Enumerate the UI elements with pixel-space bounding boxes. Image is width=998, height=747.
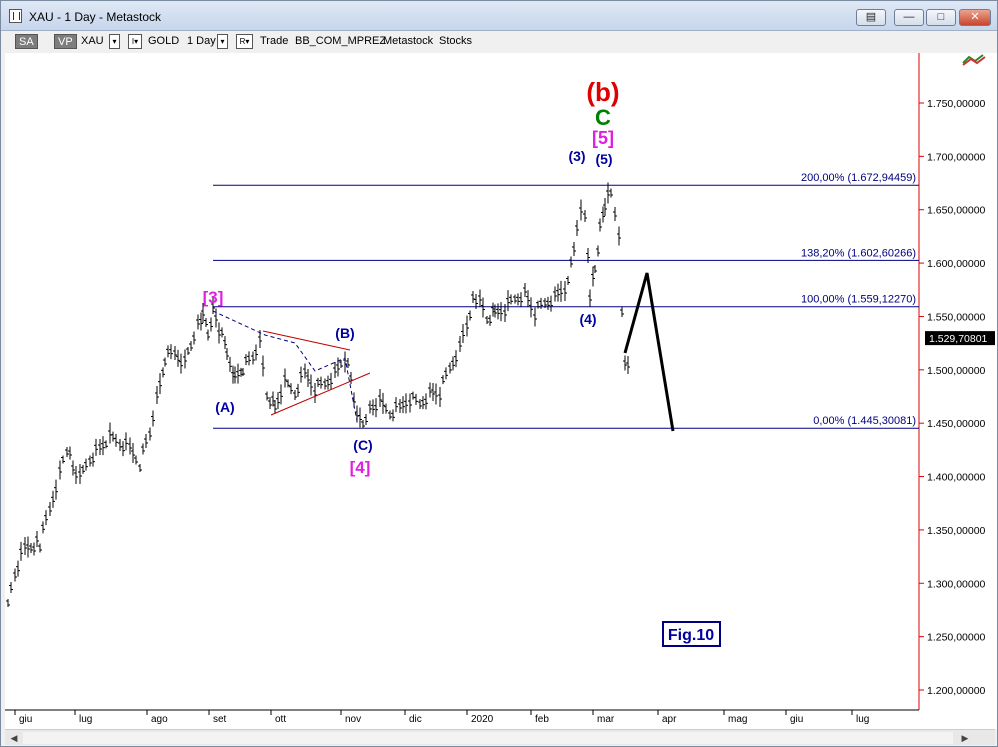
symbol-field[interactable]: XAU bbox=[81, 35, 104, 47]
wave-label: (C) bbox=[353, 437, 372, 453]
y-tick-label: 1.500,00000 bbox=[927, 365, 986, 377]
chart-app-icon bbox=[9, 9, 22, 23]
window-title: XAU - 1 Day - Metastock bbox=[29, 10, 162, 24]
indicator-dropdown[interactable]: I▾ bbox=[128, 34, 142, 49]
abc-dashed-path bbox=[212, 310, 358, 422]
y-tick-label: 1.750,00000 bbox=[927, 98, 986, 110]
x-tick-label: apr bbox=[662, 714, 677, 725]
wave-label: C bbox=[595, 105, 611, 130]
x-tick-label: ott bbox=[275, 714, 286, 725]
fig-label: Fig.10 bbox=[668, 627, 714, 644]
wave-label: [3] bbox=[203, 288, 224, 307]
y-tick-label: 1.650,00000 bbox=[927, 205, 986, 217]
fig-label-box bbox=[662, 621, 721, 647]
period-dropdown[interactable]: ▾ bbox=[217, 34, 228, 49]
y-tick-label: 1.550,00000 bbox=[927, 311, 986, 323]
y-tick-label: 1.700,00000 bbox=[927, 151, 986, 163]
wave-label: (B) bbox=[335, 325, 354, 341]
account-label: BB_COM_MPREZ bbox=[295, 35, 387, 47]
type-label: Stocks bbox=[439, 35, 473, 47]
y-tick-label: 1.350,00000 bbox=[927, 525, 986, 537]
price-chart[interactable]: 1.750,00000 1.700,00000 1.650,00000 1.600,0… bbox=[5, 53, 997, 729]
fib-level-label: 138,20% (1.602,60266) bbox=[801, 247, 916, 259]
last-price-label: 1.529,70801 bbox=[929, 333, 988, 345]
y-tick-label: 1.300,00000 bbox=[927, 578, 986, 590]
horizontal-scrollbar[interactable]: ◀ ▶ bbox=[5, 729, 995, 745]
chart-svg[interactable]: 1.750,00000 1.700,00000 1.650,00000 1.600,0… bbox=[5, 53, 997, 729]
wave-label: (5) bbox=[595, 151, 612, 167]
x-tick-label: nov bbox=[345, 714, 361, 725]
chart-tool-icon-red bbox=[962, 56, 986, 66]
trade-label[interactable]: Trade bbox=[260, 35, 289, 47]
wave-label: [4] bbox=[350, 458, 371, 477]
projection-path bbox=[623, 272, 675, 432]
x-tick-label: mar bbox=[597, 714, 615, 725]
scroll-left-icon[interactable]: ◀ bbox=[10, 733, 18, 743]
fib-level-label: 100,00% (1.559,12270) bbox=[801, 294, 916, 306]
y-tick-label: 1.200,00000 bbox=[927, 685, 986, 697]
x-tick-label: giu bbox=[19, 714, 32, 725]
source-label: Metastock bbox=[383, 35, 434, 47]
x-tick-label: dic bbox=[409, 714, 422, 725]
period-field[interactable]: 1 Day bbox=[187, 35, 216, 47]
x-tick-label: 2020 bbox=[471, 714, 494, 725]
scroll-right-icon[interactable]: ▶ bbox=[961, 733, 969, 743]
restore-window-icon[interactable]: ▤ bbox=[856, 9, 886, 26]
wave-label: (b) bbox=[586, 77, 619, 107]
vp-button[interactable]: VP bbox=[54, 34, 77, 49]
last-price-tag bbox=[925, 331, 995, 346]
chart-toolbar: SA VP XAU ▾ I▾ GOLD 1 Day ▾ R▾ Trade BB_… bbox=[1, 31, 997, 53]
wave-label: (3) bbox=[568, 148, 585, 164]
symbol-dropdown[interactable]: ▾ bbox=[109, 34, 120, 49]
r-dropdown[interactable]: R▾ bbox=[236, 34, 253, 49]
scroll-thumb[interactable] bbox=[23, 732, 953, 744]
wave-label: (A) bbox=[215, 399, 234, 415]
fib-level-label: 200,00% (1.672,94459) bbox=[801, 172, 916, 184]
close-button[interactable]: ✕ bbox=[959, 9, 991, 26]
x-tick-label: lug bbox=[856, 714, 869, 725]
fib-level-label: 0,00% (1.445,30081) bbox=[813, 415, 916, 427]
triangle-upper-line bbox=[262, 330, 351, 351]
security-name: GOLD bbox=[148, 35, 180, 47]
triangle-lower-line bbox=[270, 372, 371, 416]
x-tick-label: lug bbox=[79, 714, 92, 725]
y-tick-label: 1.250,00000 bbox=[927, 632, 986, 644]
wave-label: (4) bbox=[579, 311, 596, 327]
sa-button[interactable]: SA bbox=[15, 34, 38, 49]
wave-label: [5] bbox=[592, 128, 614, 148]
y-tick-label: 1.400,00000 bbox=[927, 472, 986, 484]
x-tick-label: feb bbox=[535, 714, 549, 725]
x-tick-label: mag bbox=[728, 714, 747, 725]
x-tick-label: ago bbox=[151, 714, 168, 725]
y-tick-label: 1.450,00000 bbox=[927, 418, 986, 430]
y-tick-label: 1.600,00000 bbox=[927, 258, 986, 270]
minimize-button[interactable]: — bbox=[894, 9, 924, 26]
x-tick-label: giu bbox=[790, 714, 803, 725]
x-tick-label: set bbox=[213, 714, 227, 725]
maximize-button[interactable]: □ bbox=[926, 9, 956, 26]
title-bar[interactable]: XAU - 1 Day - Metastock ▤ — □ ✕ bbox=[1, 1, 997, 31]
